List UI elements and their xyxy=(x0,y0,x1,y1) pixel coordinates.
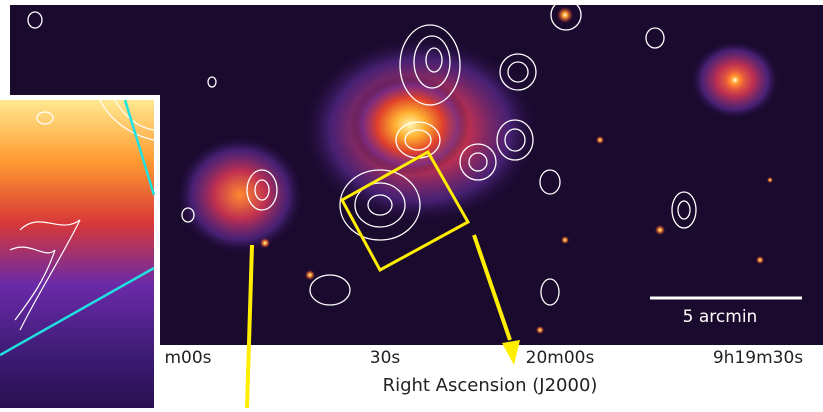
x-tick-label: 9h19m30s xyxy=(713,348,803,368)
x-axis-label: Right Ascension (J2000) xyxy=(383,375,598,396)
x-tick-label: 30s xyxy=(370,348,401,368)
scale-bar-label: 5 arcmin xyxy=(683,307,758,327)
x-tick-label: 20m00s xyxy=(526,348,595,368)
inset xyxy=(0,95,160,408)
figure: 5 arcmin m00s 30s 20m00s 9h19m30s Right … xyxy=(0,0,823,408)
x-axis: m00s 30s 20m00s 9h19m30s Right Ascension… xyxy=(164,348,803,396)
x-tick-label: m00s xyxy=(164,348,211,368)
